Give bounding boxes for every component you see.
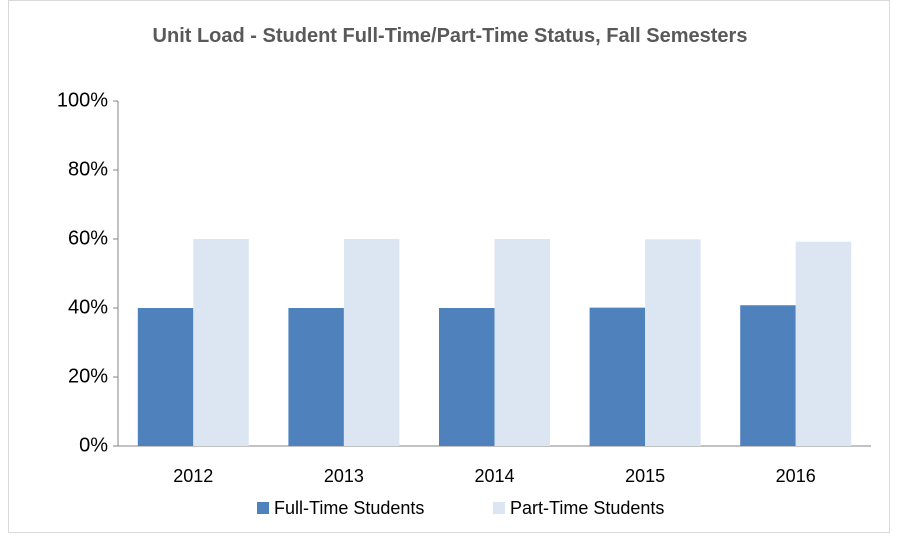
bar bbox=[193, 239, 249, 446]
x-tick-label: 2012 bbox=[173, 466, 213, 486]
chart-title: Unit Load - Student Full-Time/Part-Time … bbox=[152, 25, 748, 47]
y-tick-label: 100% bbox=[57, 89, 108, 111]
bar bbox=[645, 239, 701, 446]
bar bbox=[343, 239, 400, 446]
x-tick-label: 2015 bbox=[625, 466, 665, 486]
bar bbox=[589, 307, 646, 446]
chart-border bbox=[8, 0, 890, 533]
y-tick-label: 20% bbox=[68, 365, 108, 387]
y-tick-label: 0% bbox=[79, 434, 108, 456]
x-tick-label: 2014 bbox=[474, 466, 514, 486]
legend-swatch bbox=[493, 502, 505, 514]
y-tick-label: 60% bbox=[68, 227, 108, 249]
bar bbox=[494, 239, 550, 446]
legend-swatch bbox=[257, 502, 269, 514]
legend-label: Part-Time Students bbox=[510, 498, 664, 518]
legend-label: Full-Time Students bbox=[274, 498, 424, 518]
x-tick-label: 2016 bbox=[776, 466, 816, 486]
x-tick-label: 2013 bbox=[324, 466, 364, 486]
y-tick-label: 80% bbox=[68, 158, 108, 180]
bar bbox=[795, 241, 852, 446]
y-tick-label: 40% bbox=[68, 296, 108, 318]
bar bbox=[288, 308, 344, 446]
bar bbox=[439, 308, 495, 446]
bar bbox=[137, 308, 194, 446]
bar bbox=[740, 305, 796, 446]
